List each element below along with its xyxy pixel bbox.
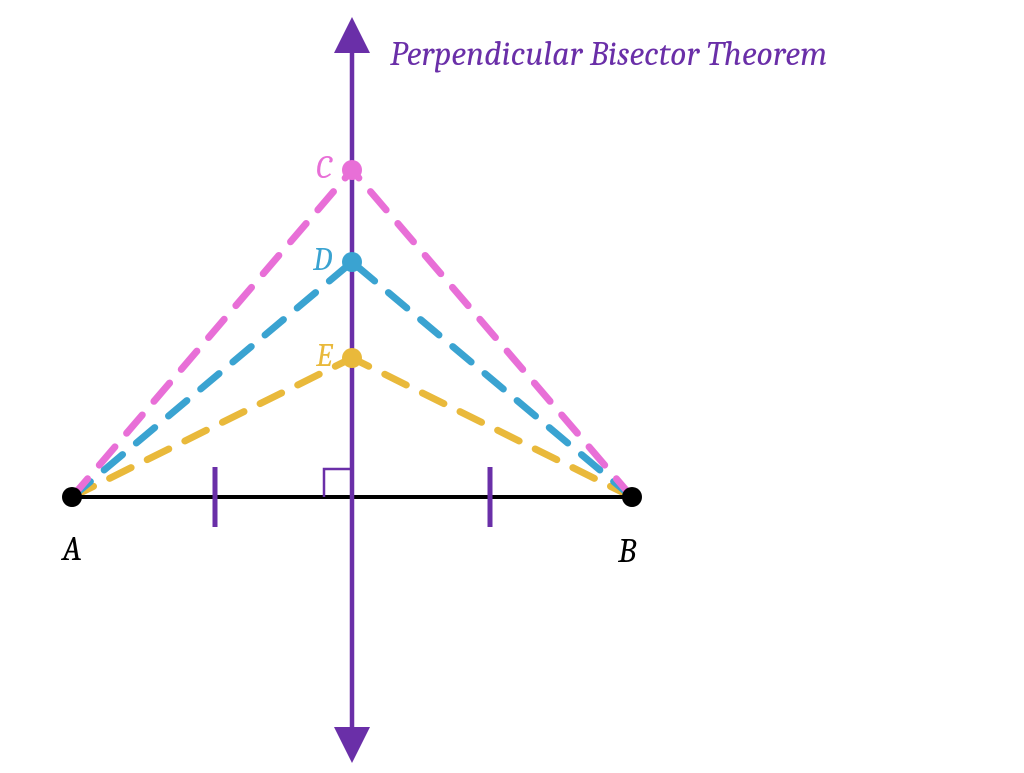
point-A (62, 487, 82, 507)
point-E (342, 348, 362, 368)
label-B: B (617, 531, 637, 571)
label-D: D (312, 241, 333, 278)
diagram-title: Perpendicular Bisector Theorem (390, 34, 827, 74)
label-C: C (316, 149, 333, 186)
point-D (342, 252, 362, 272)
label-A: A (60, 529, 82, 569)
label-E: E (315, 337, 334, 374)
background (0, 0, 1024, 773)
point-B (622, 487, 642, 507)
point-C (342, 160, 362, 180)
